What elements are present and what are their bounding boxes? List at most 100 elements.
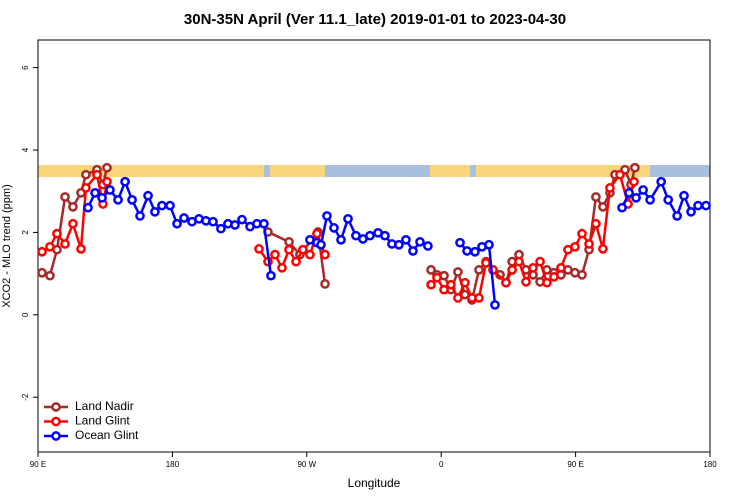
point [92, 169, 102, 180]
point [631, 192, 641, 203]
point [380, 230, 390, 241]
point [284, 244, 294, 255]
point [254, 244, 264, 254]
point [135, 211, 145, 221]
legend-marker [51, 416, 61, 427]
point [401, 234, 411, 245]
x-tick-label: 90 W [297, 460, 316, 469]
point [598, 244, 608, 254]
point [570, 241, 580, 252]
point [127, 195, 137, 205]
point [423, 241, 433, 251]
point [81, 183, 91, 193]
point [591, 218, 601, 229]
point [216, 223, 226, 234]
point [470, 246, 480, 257]
point [514, 256, 524, 267]
x-tick-label: 180 [166, 460, 180, 469]
point [105, 185, 115, 195]
land-strip [430, 165, 470, 177]
point [598, 202, 608, 212]
point [426, 265, 436, 275]
point [343, 213, 353, 224]
point [102, 176, 112, 187]
point [630, 162, 640, 173]
x-axis-label: Longitude [348, 476, 401, 490]
point [45, 241, 55, 252]
plot-frame [37, 39, 711, 453]
point [97, 192, 107, 203]
point [617, 202, 627, 213]
point [645, 195, 655, 205]
point [460, 277, 470, 288]
x-tick-label: 90 E [567, 460, 583, 469]
point [284, 237, 294, 247]
point [270, 249, 280, 260]
legend-marker [51, 431, 61, 441]
point [365, 230, 375, 241]
point [157, 200, 167, 211]
legend-label: Ocean Glint [75, 428, 139, 442]
legend-label: Land Nadir [75, 399, 134, 413]
point [68, 218, 78, 229]
point [329, 223, 339, 233]
point [481, 258, 491, 268]
point [484, 239, 494, 250]
point [120, 176, 130, 187]
point [656, 176, 667, 187]
x-tick-label: 90 E [30, 460, 46, 469]
point [535, 256, 545, 267]
point [542, 277, 552, 288]
point [455, 237, 465, 248]
x-tick-label: 0 [439, 460, 444, 469]
point [474, 265, 484, 275]
point [322, 211, 332, 221]
point [83, 202, 93, 213]
point [45, 270, 55, 281]
land-strip [270, 165, 325, 177]
point [172, 218, 182, 229]
point [320, 249, 330, 260]
point [679, 190, 689, 201]
point [490, 300, 500, 310]
point [113, 195, 123, 205]
point [663, 195, 674, 205]
point [90, 188, 100, 198]
point [549, 272, 559, 282]
point [291, 256, 301, 267]
point [528, 262, 538, 273]
legend-marker [51, 402, 61, 412]
point [439, 284, 449, 295]
land-strip [476, 165, 626, 177]
point [60, 192, 70, 202]
point [37, 267, 47, 278]
point [60, 239, 70, 249]
y-tick-label: -2 [21, 393, 30, 401]
legend-label: Land Glint [75, 414, 130, 428]
y-axis-label: XCO2 - MLO trend (ppm) [1, 184, 13, 307]
point [298, 244, 308, 255]
point [237, 214, 247, 225]
point [179, 213, 189, 223]
point [624, 188, 634, 198]
point [394, 239, 404, 250]
point [408, 246, 418, 256]
point [305, 249, 315, 260]
point [453, 267, 463, 277]
point [208, 216, 218, 227]
point [629, 176, 639, 187]
y-tick-label: 4 [21, 147, 30, 152]
point [521, 276, 531, 287]
point [605, 183, 615, 193]
point [507, 265, 517, 275]
point [150, 206, 160, 217]
point [266, 270, 276, 281]
chart-title: 30N-35N April (Ver 11.1_late) 2019-01-01… [184, 11, 566, 28]
point [584, 239, 594, 249]
y-tick-label: 6 [21, 65, 30, 70]
point [312, 228, 322, 239]
point [76, 244, 86, 254]
point [693, 200, 703, 211]
point [68, 202, 78, 212]
